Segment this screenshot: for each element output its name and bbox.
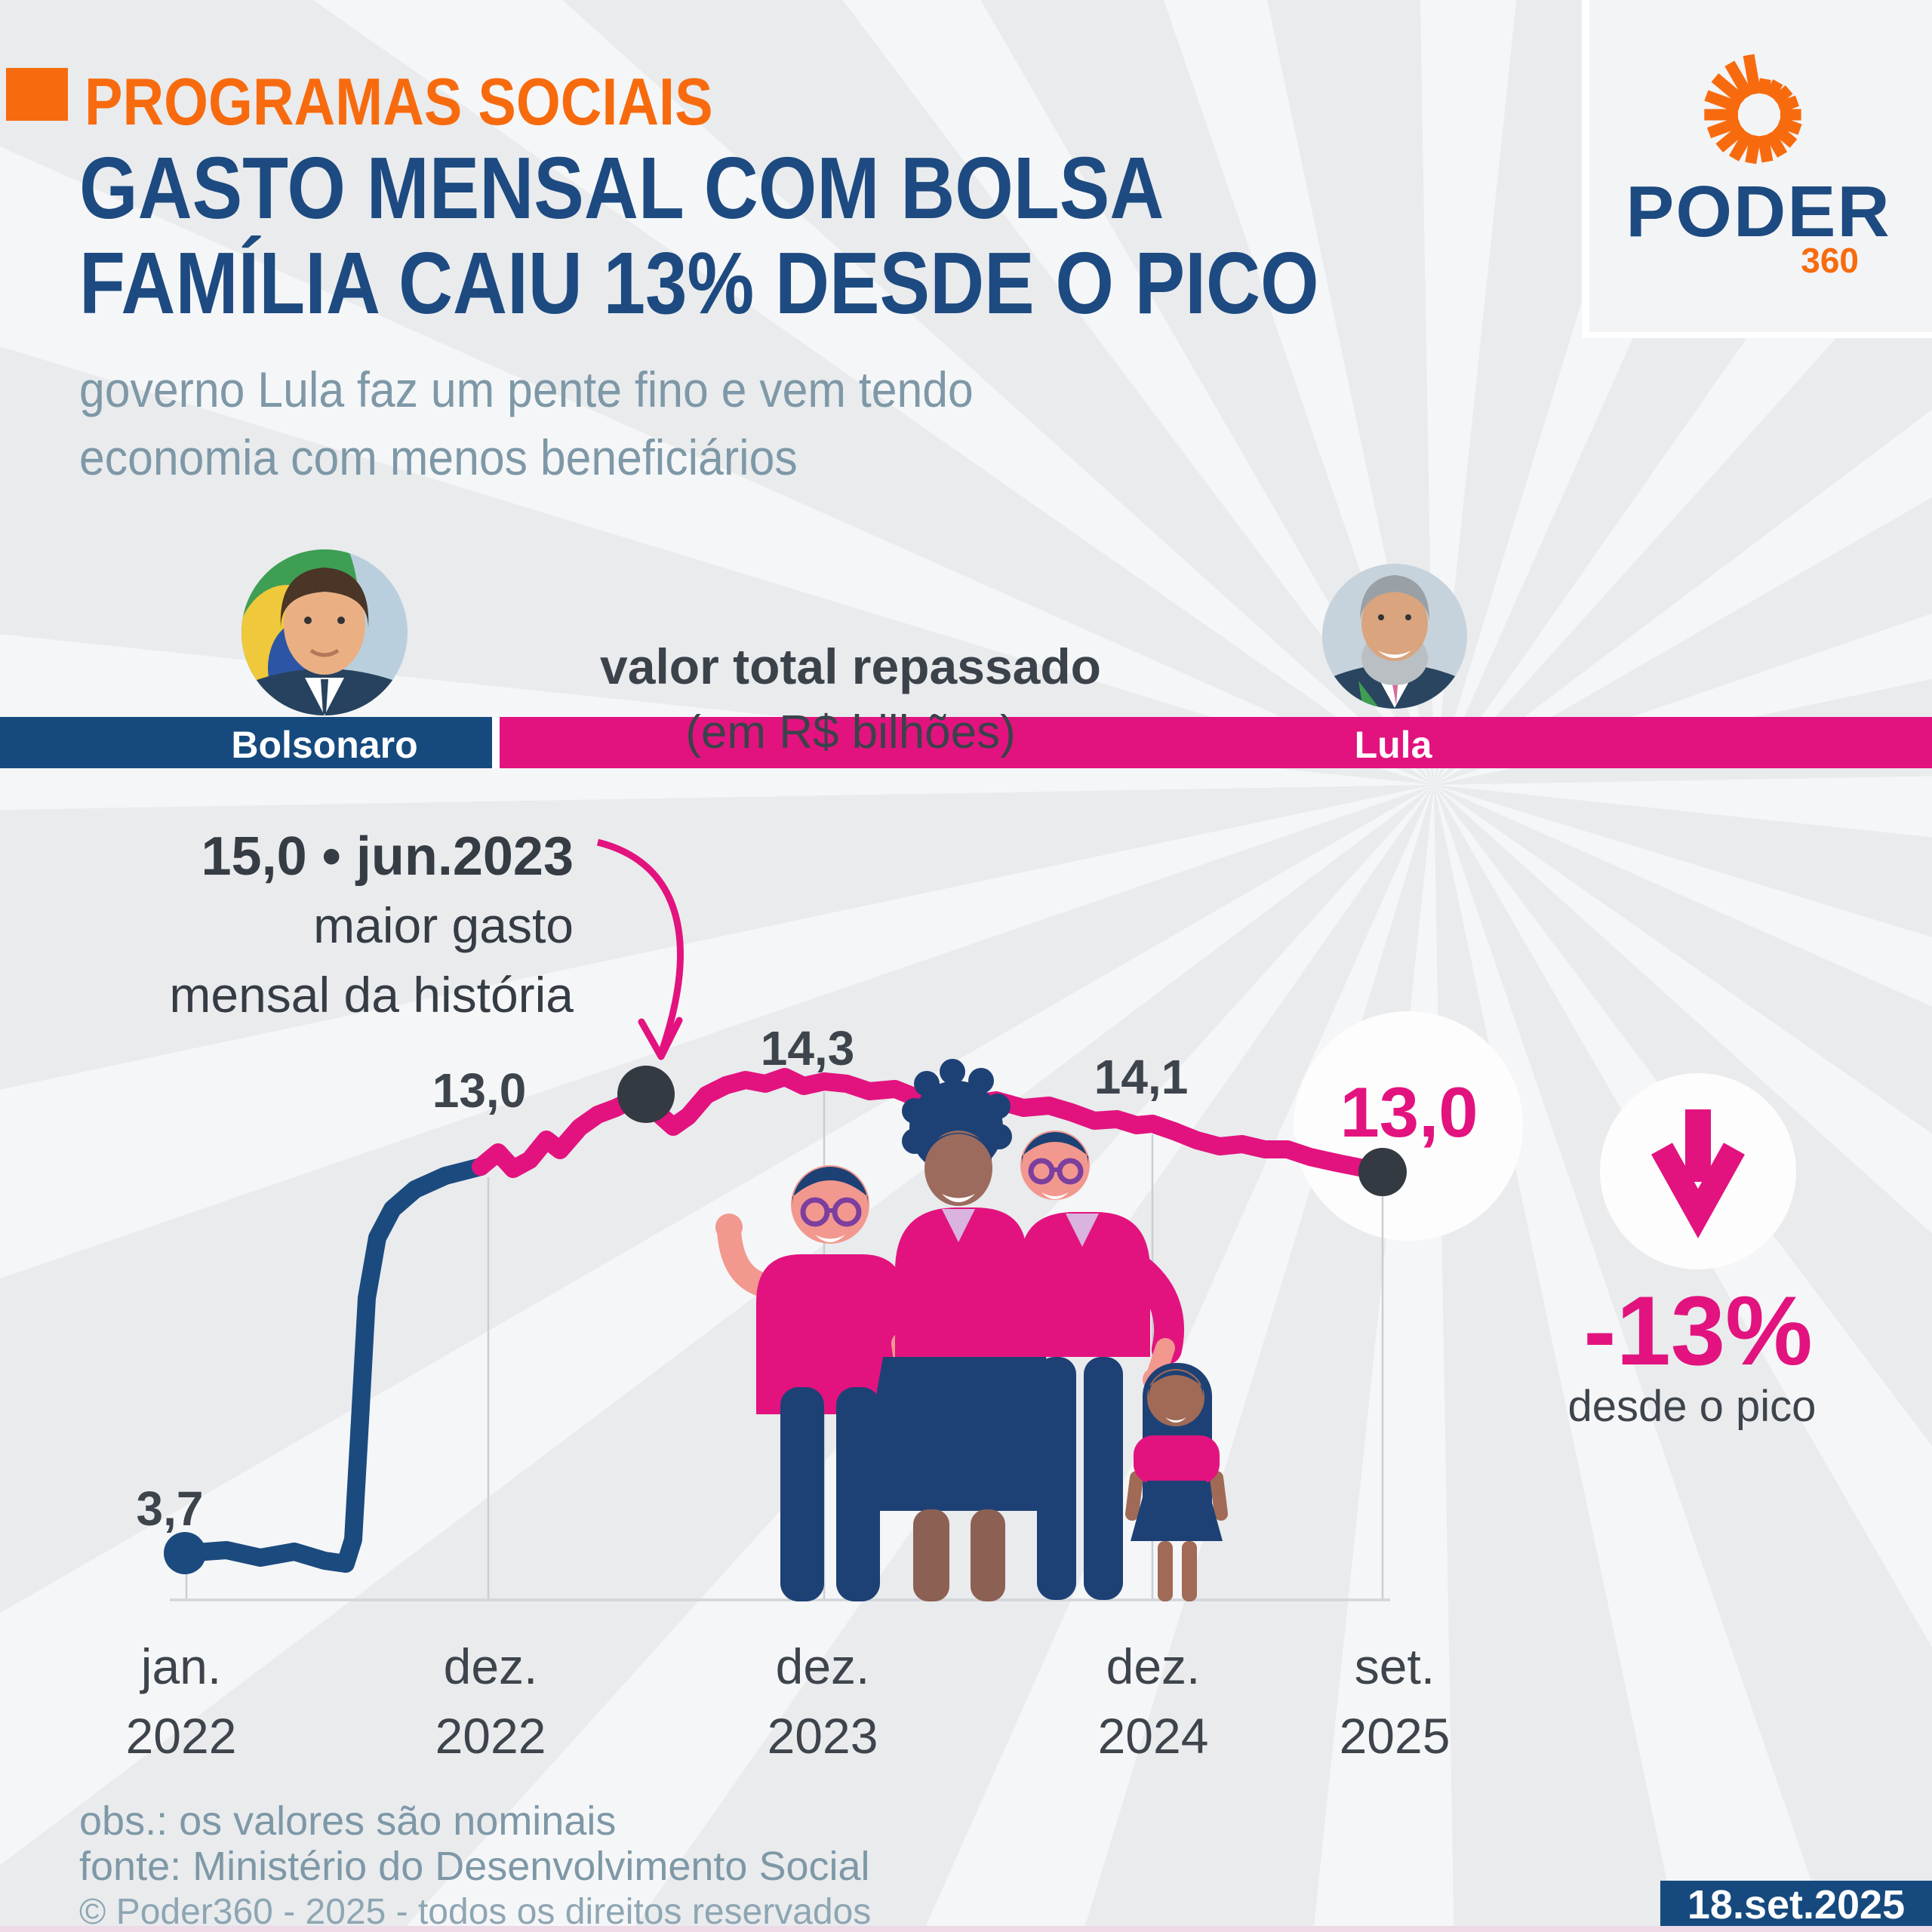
peak-annotation-line3: mensal da história [169, 967, 574, 1023]
date-badge-text: 18.set.2025 [1687, 1882, 1906, 1927]
peak-annotation-arrow [596, 838, 684, 1060]
footnote: obs.: os valores são nominais [79, 1798, 617, 1844]
copyright: © Poder360 - 2025 - todos os direitos re… [79, 1892, 872, 1932]
band-bolsonaro [0, 717, 492, 768]
page-title-line2: FAMÍLIA CAIU 13% DESDE O PICO [79, 234, 1319, 332]
value-label-set2025: 13,0 [1340, 1072, 1478, 1152]
band-label-lula: Lula [1354, 724, 1432, 766]
subtitle-line1: governo Lula faz um pente fino e vem ten… [79, 361, 974, 417]
band-lula [500, 717, 1932, 768]
logo-card [1582, 0, 1932, 338]
bottom-strip [0, 1926, 1932, 1932]
axis-tick-set2025: set. 2025 [1339, 1638, 1451, 1764]
down-arrow-icon [1651, 1109, 1745, 1238]
peak-annotation-line2: maior gasto [313, 897, 574, 953]
bolsonaro-portrait [242, 549, 408, 715]
family-illustration [715, 1059, 1228, 1601]
value-label-dez2022: 13,0 [432, 1063, 527, 1118]
value-label-dez2023: 14,3 [760, 1021, 855, 1075]
date-badge [1660, 1881, 1932, 1929]
end-value-highlight-circle [1294, 1011, 1523, 1241]
peak-annotation-line1: 15,0 • jun.2023 [201, 826, 574, 887]
poder360-logo-suffix: 360 [1801, 241, 1859, 280]
chart-title-line1: valor total repassado [600, 638, 1101, 694]
poder360-logo-text: PODER [1626, 171, 1891, 252]
axis-tick-dez2023: dez. 2023 [767, 1638, 878, 1764]
spending-line [164, 1066, 1407, 1574]
axis-tick-dez2022: dez. 2022 [435, 1638, 546, 1764]
value-label-jan2022: 3,7 [136, 1481, 204, 1536]
kicker: PROGRAMAS SOCIAIS [85, 64, 713, 139]
axis-tick-jan2022: jan. 2022 [125, 1638, 237, 1764]
chart-title-line2: (em R$ bilhões) [685, 706, 1016, 758]
page-title-line1: GASTO MENSAL COM BOLSA [79, 139, 1164, 237]
lula-portrait [1322, 564, 1467, 709]
drop-percentage: -13% [1583, 1275, 1813, 1386]
kicker-square [6, 68, 68, 121]
axis-tick-dez2024: dez. 2024 [1097, 1638, 1209, 1764]
band-divider [492, 717, 500, 768]
subtitle-line2: economia com menos beneficiários [79, 429, 798, 485]
band-label-bolsonaro: Bolsonaro [231, 724, 418, 766]
drop-caption: desde o pico [1567, 1382, 1817, 1431]
value-label-dez2024: 14,1 [1094, 1050, 1189, 1104]
poder360-logo-icon [1704, 54, 1802, 165]
source: fonte: Ministério do Desenvolvimento Soc… [79, 1844, 870, 1889]
